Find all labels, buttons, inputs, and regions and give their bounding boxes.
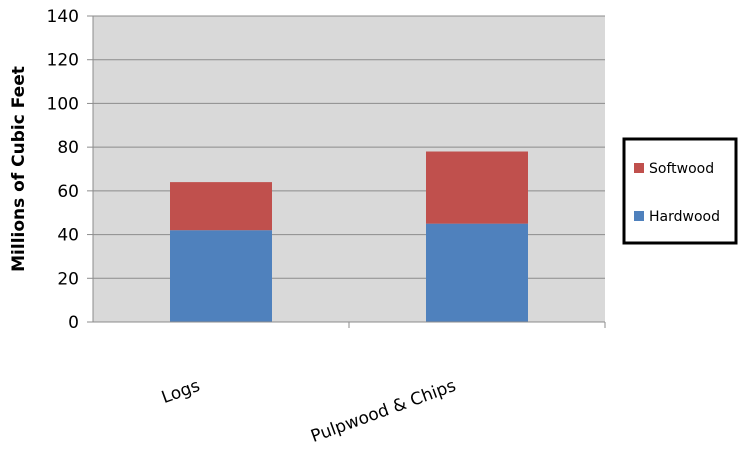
legend-box xyxy=(622,137,738,245)
bar-softwood-1 xyxy=(170,182,272,231)
bar-softwood-2 xyxy=(426,151,528,224)
y-tick-label: 120 xyxy=(47,51,79,71)
y-tick-label: 40 xyxy=(57,226,79,246)
x-tick-label: Logs xyxy=(159,376,203,408)
axes xyxy=(92,16,606,328)
y-tick-label: 20 xyxy=(57,269,79,289)
plot-area xyxy=(93,16,605,322)
legend: Softwood Hardwood xyxy=(622,137,738,245)
x-tick-label: Pulpwood & Chips xyxy=(308,376,459,447)
y-tick-label: 100 xyxy=(47,94,79,114)
x-tick-labels: Logs Pulpwood & Chips xyxy=(159,376,459,447)
legend-swatch-softwood xyxy=(634,163,644,173)
legend-label-softwood: Softwood xyxy=(649,161,714,177)
y-tick-labels: 0 20 40 60 80 100 120 140 xyxy=(47,7,79,333)
y-tick-label: 60 xyxy=(57,182,79,202)
legend-swatch-hardwood xyxy=(634,211,644,221)
y-tick-label: 80 xyxy=(57,138,79,158)
legend-label-hardwood: Hardwood xyxy=(649,209,720,225)
bar-hardwood-2 xyxy=(426,223,528,322)
y-tick-label: 0 xyxy=(68,313,79,333)
y-tick-label: 140 xyxy=(47,7,79,27)
bars xyxy=(170,151,528,322)
y-axis-label: Millions of Cubic Feet xyxy=(9,66,29,272)
bar-hardwood-1 xyxy=(170,230,272,322)
